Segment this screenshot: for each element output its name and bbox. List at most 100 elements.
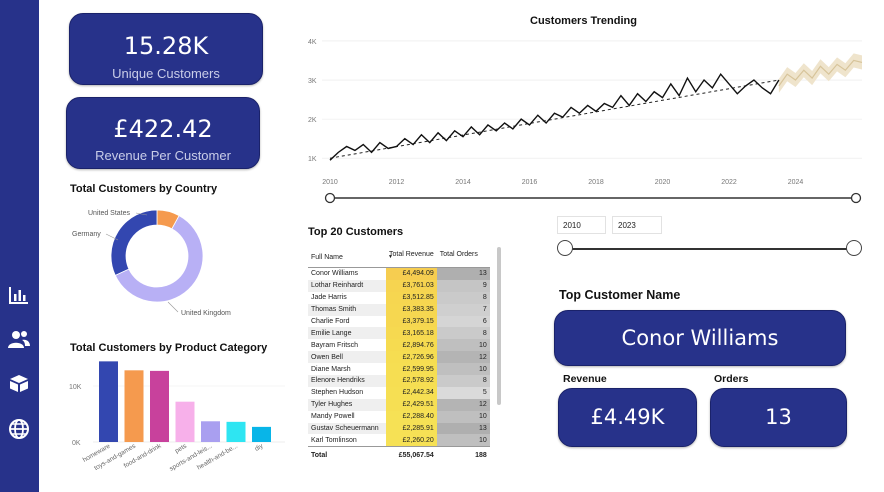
table-total-row: Total £55,067.54 188: [308, 446, 490, 464]
users-icon[interactable]: [6, 326, 32, 352]
cell-total-revenue: £2,260.20: [386, 434, 437, 447]
table-row[interactable]: Charlie Ford £3,379.15 6: [308, 315, 490, 328]
cell-full-name: Charlie Ford: [311, 318, 350, 325]
cell-total-revenue: £2,578.92: [386, 375, 437, 387]
table-row[interactable]: Conor Williams £4,494.09 13: [308, 267, 490, 280]
globe-icon[interactable]: [6, 416, 32, 442]
forecast-line: [778, 59, 863, 87]
y-tick-label: 2K: [308, 117, 317, 124]
cell-full-name: Elenore Hendriks: [311, 377, 365, 385]
cell-total-orders: 8: [436, 327, 490, 340]
table-row[interactable]: Karl Tomlinson £2,260.20 10: [308, 434, 490, 447]
cell-total-revenue: £2,726.96: [386, 351, 437, 364]
table-row[interactable]: Emilie Lange £3,165.18 8: [308, 327, 490, 340]
cell-full-name: Gustav Scheuermann: [311, 425, 379, 433]
cell-total-orders: 10: [436, 434, 490, 447]
sort-desc-icon: ▼: [388, 254, 393, 260]
cell-total-orders: 10: [436, 363, 490, 376]
table-row[interactable]: Stephen Hudson £2,442.34 5: [308, 386, 490, 399]
cell-full-name: Tyler Hughes: [311, 401, 353, 409]
slice-label: United States: [88, 210, 131, 217]
bar-diy: [252, 426, 271, 442]
table-row[interactable]: Elenore Hendriks £2,578.92 8: [308, 375, 490, 387]
cell-total-revenue: £3,379.15: [386, 315, 437, 328]
cell-total-revenue: £2,442.34: [386, 386, 437, 399]
cell-total-orders: 10: [436, 339, 490, 352]
top-customer-revenue: £4.49K: [590, 405, 665, 429]
table-row[interactable]: Mandy Powell £2,288.40 10: [308, 410, 490, 423]
table-row[interactable]: Lothar Reinhardt £3,761.03 9: [308, 279, 490, 292]
table-row[interactable]: Gustav Scheuermann £2,285.91 13: [308, 422, 490, 435]
bar-homeware: [99, 361, 118, 442]
cell-total-orders: 6: [436, 315, 490, 328]
start-date-input[interactable]: 2010: [557, 216, 606, 234]
cell-full-name: Karl Tomlinson: [311, 436, 357, 444]
table-title: Top 20 Customers: [308, 226, 404, 238]
cell-total-orders: 13: [436, 267, 490, 280]
cell-total-revenue: £3,512.85: [386, 291, 437, 304]
total-revenue: £55,067.54: [398, 451, 434, 459]
boxes-icon[interactable]: [6, 370, 32, 396]
table-row[interactable]: Owen Bell £2,726.96 12: [308, 351, 490, 364]
bar-toys-and-games: [124, 370, 144, 442]
top-customer-orders: 13: [765, 405, 792, 429]
cell-total-revenue: £3,761.03: [386, 279, 437, 292]
cell-total-orders: 12: [436, 398, 490, 411]
trend-range-end-handle[interactable]: [850, 192, 862, 204]
cell-full-name: Diane Marsh: [311, 365, 351, 373]
cell-total-orders: 7: [436, 303, 490, 316]
cell-total-orders: 10: [436, 410, 490, 423]
category-bar-chart: 0K10Khomewaretoys-and-gamesfood-and-drin…: [69, 361, 285, 473]
country-chart-title: Total Customers by Country: [70, 183, 218, 195]
date-range-start-handle[interactable]: [557, 240, 573, 256]
header-full-name[interactable]: Full Name: [311, 253, 343, 261]
cell-full-name: Thomas Smith: [311, 306, 357, 314]
x-tick-label: 2014: [455, 179, 471, 186]
cell-full-name: Stephen Hudson: [311, 389, 364, 397]
bar-sports-and-leis: [201, 421, 220, 442]
date-range-end-handle[interactable]: [846, 240, 862, 256]
sidebar-nav: [0, 0, 39, 492]
total-orders: 188: [475, 451, 487, 459]
top-customers-grid: Full Name Total Revenue ▼ Total Orders Co…: [308, 241, 490, 463]
end-date-input[interactable]: 2023: [612, 216, 662, 234]
cell-total-orders: 13: [436, 422, 490, 435]
unique-customers-card: 15.28K Unique Customers: [69, 13, 263, 85]
actual-line: [329, 72, 780, 161]
revenue-label: Revenue: [563, 373, 607, 385]
table-row[interactable]: Diane Marsh £2,599.95 10: [308, 363, 490, 376]
header-total-orders[interactable]: Total Orders: [439, 250, 478, 258]
top-customer-name-card: Conor Williams: [554, 310, 846, 366]
x-tick-label: 2016: [522, 179, 538, 186]
table-row[interactable]: Tyler Hughes £2,429.51 12: [308, 398, 490, 411]
table-row[interactable]: Thomas Smith £3,383.35 7: [308, 303, 490, 316]
cell-full-name: Mandy Powell: [311, 413, 355, 421]
label-leader: [105, 233, 119, 241]
unique-customers-value: 15.28K: [123, 32, 209, 60]
slice-germany: [110, 209, 158, 276]
cell-total-orders: 8: [436, 291, 490, 304]
bar-food-and-drink: [150, 370, 169, 442]
x-tick-label: 2020: [655, 179, 671, 186]
cell-total-revenue: £3,383.35: [386, 303, 437, 316]
slice-label: Germany: [72, 231, 101, 238]
country-donut-chart: United States Germany United Kingdom: [72, 209, 231, 317]
trend-range-start-handle[interactable]: [324, 192, 336, 204]
revenue-per-customer-label: Revenue Per Customer: [95, 148, 231, 163]
bar-pets: [175, 401, 195, 442]
cell-total-revenue: £2,285.91: [386, 422, 437, 435]
y-tick-label: 3K: [308, 78, 317, 85]
table-row[interactable]: Jade Harris £3,512.85 8: [308, 291, 490, 304]
y-tick-label: 1K: [308, 156, 317, 163]
total-label: Total: [311, 451, 328, 459]
header-total-revenue[interactable]: Total Revenue ▼: [388, 250, 434, 261]
cell-total-revenue: £4,494.09: [386, 267, 437, 280]
bar-chart-icon[interactable]: [6, 282, 32, 308]
table-scrollbar[interactable]: [497, 247, 501, 405]
y-tick-label: 10K: [69, 384, 82, 391]
table-row[interactable]: Bayram Fritsch £2,894.76 10: [308, 339, 490, 352]
forecast-band: [778, 53, 862, 93]
top-customer-revenue-card: £4.49K: [558, 388, 697, 447]
cell-full-name: Conor Williams: [311, 270, 359, 278]
x-tick-label: 2010: [322, 179, 338, 186]
